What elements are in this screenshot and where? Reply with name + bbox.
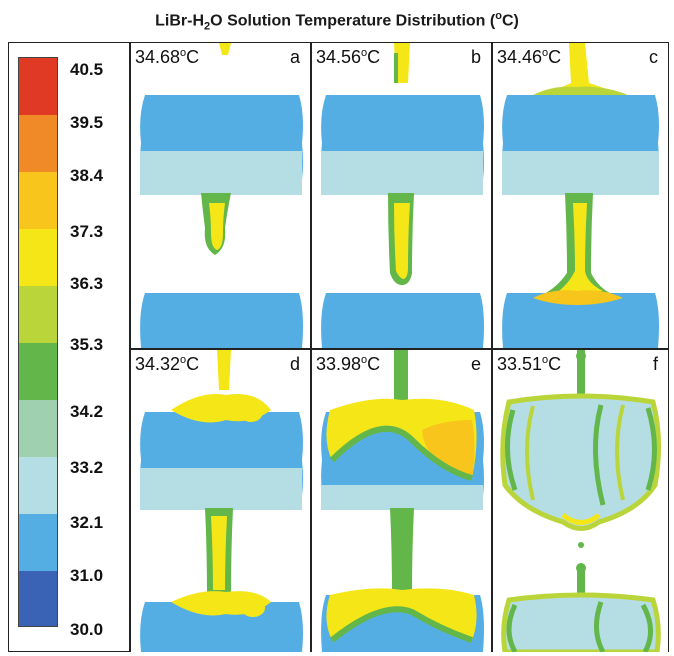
colorbar-label: 39.5 bbox=[70, 113, 104, 132]
panel-letter: b bbox=[470, 47, 481, 67]
colorbar-label: 37.3 bbox=[70, 222, 104, 241]
panel-temperature: 34.32oC bbox=[135, 354, 200, 374]
droplet-image-c bbox=[502, 43, 659, 348]
colorbar-label: 40.5 bbox=[70, 60, 104, 79]
panel-a: 34.68oC a bbox=[131, 43, 310, 348]
figure-title: LiBr-H2O Solution Temperature Distributi… bbox=[155, 10, 519, 33]
panel-letter: e bbox=[470, 354, 481, 374]
panel-temperature: 34.68oC bbox=[135, 47, 200, 67]
panel-letter: f bbox=[652, 354, 658, 374]
colorbar-label: 31.0 bbox=[70, 566, 104, 585]
panel-temperature: 33.51oC bbox=[497, 354, 562, 374]
droplet-image-b bbox=[321, 43, 484, 348]
colorbar-label: 30.0 bbox=[70, 620, 104, 639]
panel-f: 33.51oC f bbox=[493, 350, 668, 652]
colorbar-segment-1 bbox=[19, 58, 57, 115]
panel-letter: a bbox=[289, 47, 300, 67]
colorbar-segment-2 bbox=[19, 115, 57, 172]
droplet-image-f bbox=[500, 350, 662, 652]
colorbar-label: 34.2 bbox=[70, 402, 104, 421]
panel-b: 34.56oC b bbox=[312, 43, 491, 348]
temperature-colorbar bbox=[18, 57, 58, 627]
panel-divider bbox=[129, 348, 668, 350]
colorbar-segment-5 bbox=[19, 286, 57, 343]
colorbar-segment-6 bbox=[19, 343, 57, 400]
panel-temperature: 33.98oC bbox=[316, 354, 381, 374]
panel-letter: c bbox=[649, 47, 658, 67]
panel-divider bbox=[310, 43, 312, 651]
panel-temperature: 34.56oC bbox=[316, 47, 381, 67]
colorbar-segment-3 bbox=[19, 172, 57, 229]
panel-letter: d bbox=[289, 354, 300, 374]
colorbar-segment-9 bbox=[19, 514, 57, 571]
panel-d: 34.32oC d bbox=[131, 350, 310, 652]
colorbar-label: 33.2 bbox=[70, 458, 104, 477]
colorbar-segment-8 bbox=[19, 457, 57, 514]
panel-e: 33.98oC e bbox=[312, 350, 491, 652]
colorbar-label: 35.3 bbox=[70, 335, 104, 354]
colorbar-segment-7 bbox=[19, 400, 57, 457]
panel-c: 34.46oC c bbox=[493, 43, 668, 348]
droplet-image-d bbox=[140, 350, 303, 652]
panel-temperature: 34.46oC bbox=[497, 47, 562, 67]
droplet-image-e bbox=[321, 350, 484, 652]
panel-divider bbox=[129, 43, 131, 651]
droplet-image-a bbox=[140, 43, 303, 348]
colorbar-label: 32.1 bbox=[70, 513, 104, 532]
colorbar-segment-10 bbox=[19, 571, 57, 626]
panel-divider bbox=[491, 43, 493, 651]
colorbar-label: 36.3 bbox=[70, 274, 104, 293]
colorbar-label: 38.4 bbox=[70, 166, 104, 185]
colorbar-segment-4 bbox=[19, 229, 57, 286]
